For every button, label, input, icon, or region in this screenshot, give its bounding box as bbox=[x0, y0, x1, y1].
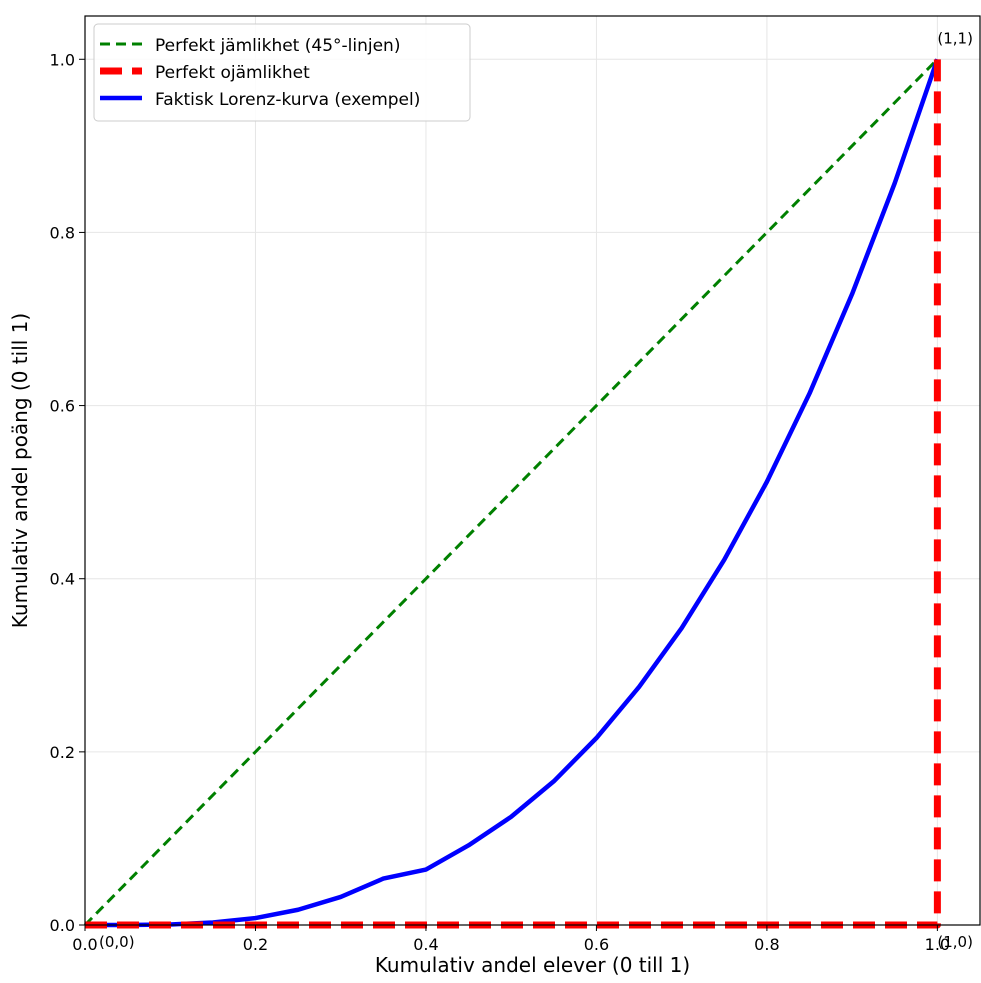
y-tick-label: 0.4 bbox=[50, 570, 75, 589]
series-line-0 bbox=[83, 58, 939, 927]
x-tick-label: 0.6 bbox=[584, 935, 609, 954]
x-tick-label: 0.8 bbox=[754, 935, 779, 954]
y-tick-label: 0.0 bbox=[50, 916, 75, 935]
y-axis-label: Kumulativ andel poäng (0 till 1) bbox=[8, 313, 32, 628]
y-tick-label: 1.0 bbox=[50, 50, 75, 69]
point-annotation: (1,0) bbox=[937, 933, 973, 951]
x-tick-label: 0.4 bbox=[413, 935, 438, 954]
x-tick-label: 1.0 bbox=[925, 935, 950, 954]
y-tick-label: 0.2 bbox=[50, 743, 75, 762]
series-line-2 bbox=[85, 58, 940, 928]
y-tick-label: 0.8 bbox=[50, 223, 75, 242]
point-annotation: (1,1) bbox=[937, 29, 973, 47]
x-axis-label: Kumulativ andel elever (0 till 1) bbox=[375, 953, 690, 977]
y-tick-label: 0.6 bbox=[50, 397, 75, 416]
legend-label-0: Perfekt jämlikhet (45°-linjen) bbox=[155, 36, 400, 56]
x-tick-label: 0.0 bbox=[72, 935, 97, 954]
series-layer bbox=[83, 58, 941, 929]
x-tick-label: 0.2 bbox=[243, 935, 268, 954]
legend: Perfekt jämlikhet (45°-linjen) Perfekt oj… bbox=[93, 23, 471, 122]
annotation-layer: (0,0) (1,0) (1,1) bbox=[99, 29, 973, 951]
plot-frame bbox=[84, 15, 981, 926]
grid-layer bbox=[84, 16, 980, 926]
point-annotation: (0,0) bbox=[99, 933, 135, 951]
legend-box bbox=[93, 23, 471, 122]
tick-layer: 0.0 0.2 0.4 0.6 0.8 1.0 0.0 0.2 0.4 0.6 0.8 1.0 bbox=[50, 50, 951, 954]
legend-label-2: Faktisk Lorenz-kurva (exempel) bbox=[155, 90, 420, 110]
legend-label-1: Perfekt ojämlikhet bbox=[155, 63, 310, 83]
